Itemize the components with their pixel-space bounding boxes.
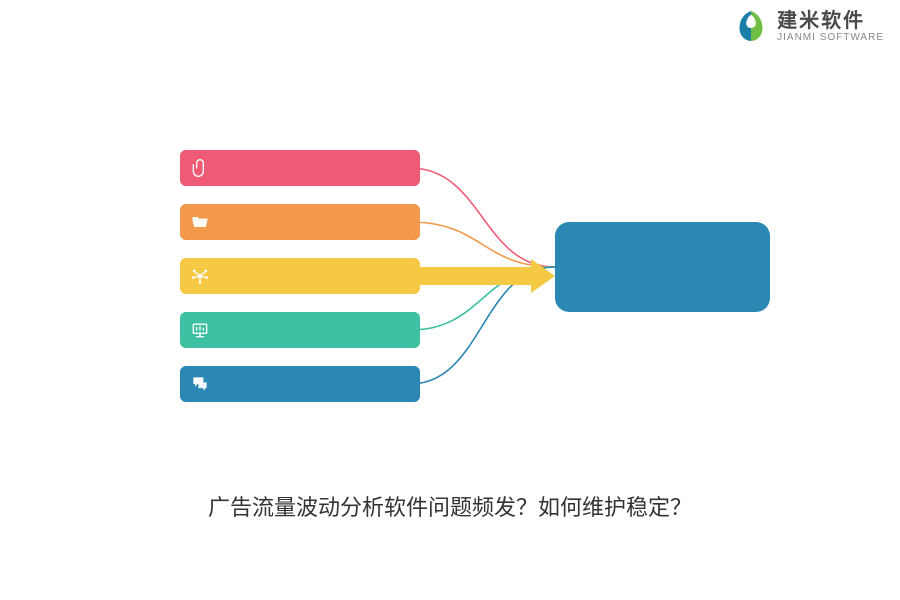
item-network [180,258,420,294]
paperclip-icon [190,158,210,178]
chat-icon [190,374,210,394]
hub-icon [190,266,210,286]
connector-folder [410,222,555,267]
connector-attachment [410,168,555,267]
folder-open-icon [190,212,210,232]
item-chat [180,366,420,402]
board-icon [190,320,210,340]
item-folder [180,204,420,240]
caption-text: 广告流量波动分析软件问题频发？如何维护稳定？ [0,490,900,522]
stage: 建米软件 JIANMI SOFTWARE 广告流量波动分析软件问题频发？如何维护… [0,0,900,600]
target-box [555,222,770,312]
item-presentation [180,312,420,348]
item-attachment [180,150,420,186]
arrow-shaft [410,267,531,285]
arrow-head-icon [531,259,555,293]
